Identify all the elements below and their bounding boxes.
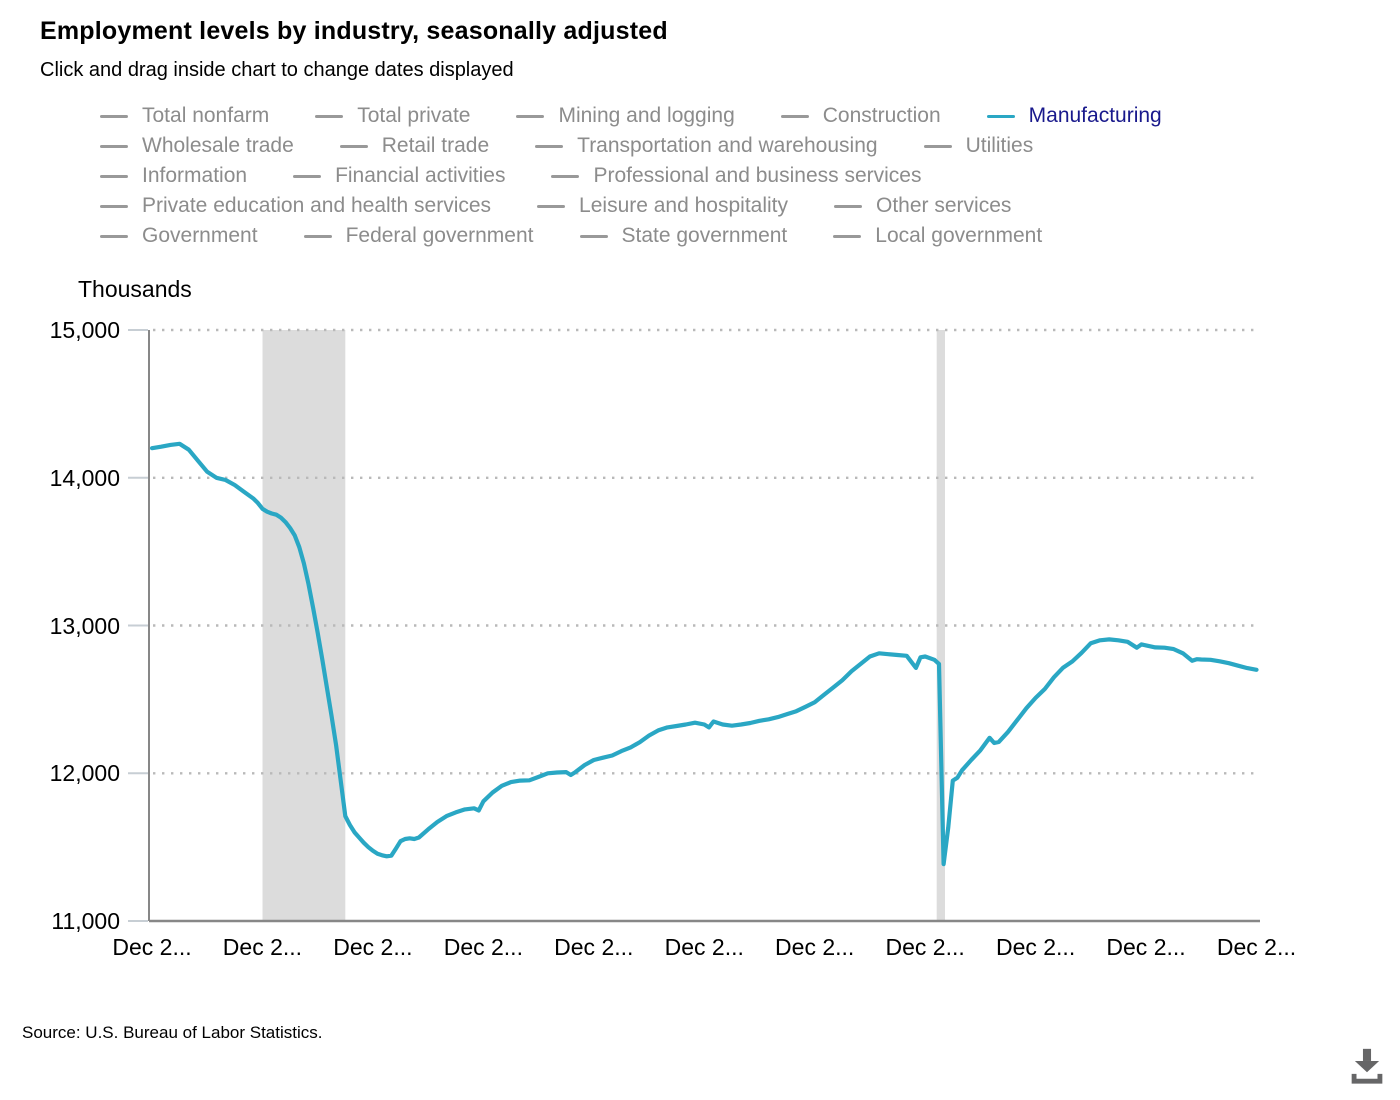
legend-item-utilities[interactable]: Utilities	[923, 134, 1034, 158]
legend-item-total-nonfarm[interactable]: Total nonfarm	[100, 104, 269, 128]
legend-item-label: Mining and logging	[558, 104, 735, 127]
recession-band	[262, 330, 346, 921]
download-icon	[1351, 1048, 1383, 1084]
series-dash-icon	[516, 114, 545, 118]
series-dash-icon	[315, 114, 344, 118]
legend-item-label: Local government	[875, 224, 1043, 247]
legend-item-transportation-and-warehousing[interactable]: Transportation and warehousing	[535, 134, 878, 158]
series-dash-icon	[579, 234, 608, 238]
y-axis-tick-label: 11,000	[51, 908, 120, 934]
series-dash-icon	[293, 174, 322, 178]
legend-item-leisure-and-hospitality[interactable]: Leisure and hospitality	[537, 194, 788, 218]
y-axis-tick-label: 15,000	[49, 317, 120, 343]
legend-item-label: Utilities	[965, 134, 1034, 157]
x-axis-tick-label: Dec 2...	[112, 934, 192, 960]
x-axis-tick-label: Dec 2...	[775, 934, 855, 960]
legend-item-label: Retail trade	[381, 134, 490, 157]
series-dash-icon	[100, 114, 128, 118]
legend-item-information[interactable]: Information	[100, 164, 247, 188]
series-dash-icon	[833, 234, 862, 238]
series-dash-icon	[303, 234, 332, 238]
legend-item-manufacturing[interactable]: Manufacturing	[986, 104, 1162, 128]
x-axis-tick-label: Dec 2...	[1106, 934, 1186, 960]
legend-item-label: Other services	[876, 194, 1012, 217]
legend-item-other-services[interactable]: Other services	[834, 194, 1011, 218]
legend-item-total-private[interactable]: Total private	[315, 104, 470, 128]
legend-item-professional-and-business-services[interactable]: Professional and business services	[551, 164, 921, 188]
legend-item-label: Construction	[822, 104, 941, 127]
y-axis-tick-label: 13,000	[49, 612, 120, 639]
legend-item-label: Manufacturing	[1028, 104, 1162, 127]
download-button[interactable]	[1340, 1038, 1394, 1092]
series-dash-icon	[100, 144, 128, 148]
legend-item-federal-government[interactable]: Federal government	[303, 224, 534, 248]
legend-item-label: Leisure and hospitality	[579, 194, 789, 217]
x-axis-tick-label: Dec 2...	[443, 934, 523, 960]
chart-legend: Total nonfarm Total private Mining and log…	[100, 103, 1370, 249]
legend-item-local-government[interactable]: Local government	[833, 224, 1042, 248]
legend-item-retail-trade[interactable]: Retail trade	[339, 134, 490, 158]
legend-item-label: Government	[142, 224, 258, 247]
page-title: Employment levels by industry, seasonall…	[40, 17, 668, 45]
legend-item-label: Information	[142, 164, 248, 187]
chart-subtitle: Click and drag inside chart to change da…	[40, 59, 514, 81]
series-dash-icon	[100, 174, 128, 178]
legend-item-mining-and-logging[interactable]: Mining and logging	[516, 104, 735, 128]
legend-item-construction[interactable]: Construction	[780, 104, 941, 128]
legend-item-label: Private education and health services	[142, 194, 492, 217]
y-axis-tick-label: 12,000	[49, 760, 120, 787]
legend-item-state-government[interactable]: State government	[579, 224, 788, 248]
legend-item-private-education-and-health-services[interactable]: Private education and health services	[100, 194, 491, 218]
chart-plot-area[interactable]	[149, 330, 1258, 921]
source-text: Source: U.S. Bureau of Labor Statistics.	[22, 1023, 323, 1042]
y-axis-title: Thousands	[78, 276, 192, 302]
series-dash-icon	[780, 114, 809, 118]
legend-item-financial-activities[interactable]: Financial activities	[293, 164, 505, 188]
legend-item-label: Total private	[357, 104, 471, 127]
x-axis-tick-label: Dec 2...	[995, 934, 1076, 960]
manufacturing-series-line	[149, 441, 1259, 867]
legend-item-label: Total nonfarm	[142, 104, 270, 127]
x-axis-tick-label: Dec 2...	[333, 934, 413, 960]
x-axis-tick-label: Dec 2...	[1216, 934, 1297, 960]
legend-item-wholesale-trade[interactable]: Wholesale trade	[100, 134, 294, 158]
series-dash-icon	[535, 144, 564, 148]
legend-item-government[interactable]: Government	[100, 224, 258, 248]
legend-item-label: Professional and business services	[593, 164, 922, 187]
series-dash-icon	[100, 204, 128, 208]
series-dash-icon	[986, 114, 1015, 118]
series-dash-icon	[551, 174, 580, 178]
legend-item-label: Federal government	[345, 224, 534, 247]
x-axis-tick-label: Dec 2...	[222, 934, 303, 960]
legend-item-label: State government	[621, 224, 788, 247]
legend-item-label: Transportation and warehousing	[577, 134, 878, 157]
y-axis-tick-label: 14,000	[49, 464, 120, 491]
x-axis-tick-label: Dec 2...	[554, 934, 634, 960]
series-dash-icon	[834, 204, 863, 208]
recession-band	[936, 330, 945, 921]
x-axis-tick-label: Dec 2...	[664, 934, 744, 960]
legend-item-label: Wholesale trade	[142, 134, 294, 157]
x-axis-tick-label: Dec 2...	[885, 934, 965, 960]
legend-item-label: Financial activities	[335, 164, 506, 187]
series-dash-icon	[339, 144, 368, 148]
series-dash-icon	[537, 204, 566, 208]
series-dash-icon	[923, 144, 952, 148]
series-dash-icon	[100, 234, 128, 238]
